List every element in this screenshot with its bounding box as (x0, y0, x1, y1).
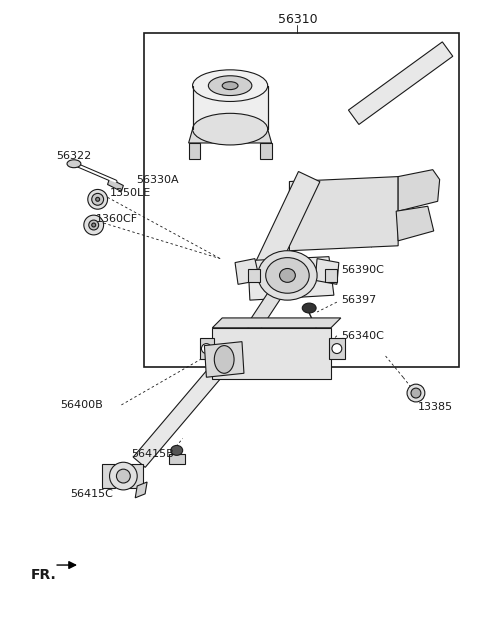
Text: 56330A: 56330A (136, 175, 179, 185)
Ellipse shape (202, 344, 211, 354)
Text: 56390C: 56390C (341, 265, 384, 275)
Ellipse shape (117, 469, 130, 483)
Ellipse shape (266, 258, 309, 293)
Polygon shape (189, 143, 201, 158)
Ellipse shape (302, 303, 316, 313)
Bar (201, 338, 214, 359)
Ellipse shape (67, 160, 81, 168)
Polygon shape (246, 291, 280, 334)
Bar (144, 33, 459, 368)
Ellipse shape (192, 70, 268, 102)
Ellipse shape (208, 76, 252, 95)
Polygon shape (102, 464, 116, 488)
Text: 56415C: 56415C (70, 489, 113, 499)
Ellipse shape (279, 268, 295, 282)
Text: 56322: 56322 (56, 151, 91, 161)
Ellipse shape (96, 197, 100, 202)
Bar (248, 268, 260, 282)
Text: 56340C: 56340C (341, 331, 384, 341)
Polygon shape (212, 318, 341, 328)
Polygon shape (254, 172, 320, 276)
Ellipse shape (411, 388, 421, 398)
Polygon shape (315, 258, 339, 285)
Text: 13385: 13385 (418, 402, 453, 412)
Text: 56397: 56397 (341, 295, 376, 305)
Text: 56415B: 56415B (131, 449, 174, 459)
Polygon shape (398, 170, 440, 211)
Ellipse shape (192, 114, 268, 145)
Polygon shape (135, 482, 147, 498)
Polygon shape (260, 143, 272, 158)
Ellipse shape (88, 190, 108, 209)
Text: 56310: 56310 (277, 13, 317, 26)
Bar (329, 338, 345, 359)
Ellipse shape (109, 462, 137, 490)
Polygon shape (129, 464, 143, 488)
Polygon shape (348, 42, 453, 124)
Text: 56400B: 56400B (60, 400, 103, 410)
Ellipse shape (214, 346, 234, 373)
Polygon shape (189, 129, 272, 143)
Bar (325, 268, 337, 282)
Polygon shape (133, 353, 234, 467)
Ellipse shape (92, 223, 96, 227)
Ellipse shape (84, 215, 104, 235)
Polygon shape (396, 207, 434, 241)
Text: 1350LE: 1350LE (109, 188, 151, 198)
Polygon shape (248, 256, 334, 300)
Ellipse shape (92, 193, 104, 205)
Polygon shape (204, 342, 244, 378)
Polygon shape (289, 177, 398, 251)
Ellipse shape (332, 344, 342, 354)
Polygon shape (192, 85, 268, 129)
Text: 1360CF: 1360CF (96, 214, 138, 224)
Text: FR.: FR. (30, 568, 56, 582)
Polygon shape (169, 454, 185, 464)
Bar (212, 328, 331, 379)
Ellipse shape (407, 384, 425, 402)
Ellipse shape (258, 251, 317, 300)
Ellipse shape (89, 220, 99, 230)
Ellipse shape (171, 446, 183, 456)
Polygon shape (108, 178, 123, 192)
Polygon shape (235, 258, 260, 285)
Ellipse shape (222, 82, 238, 90)
